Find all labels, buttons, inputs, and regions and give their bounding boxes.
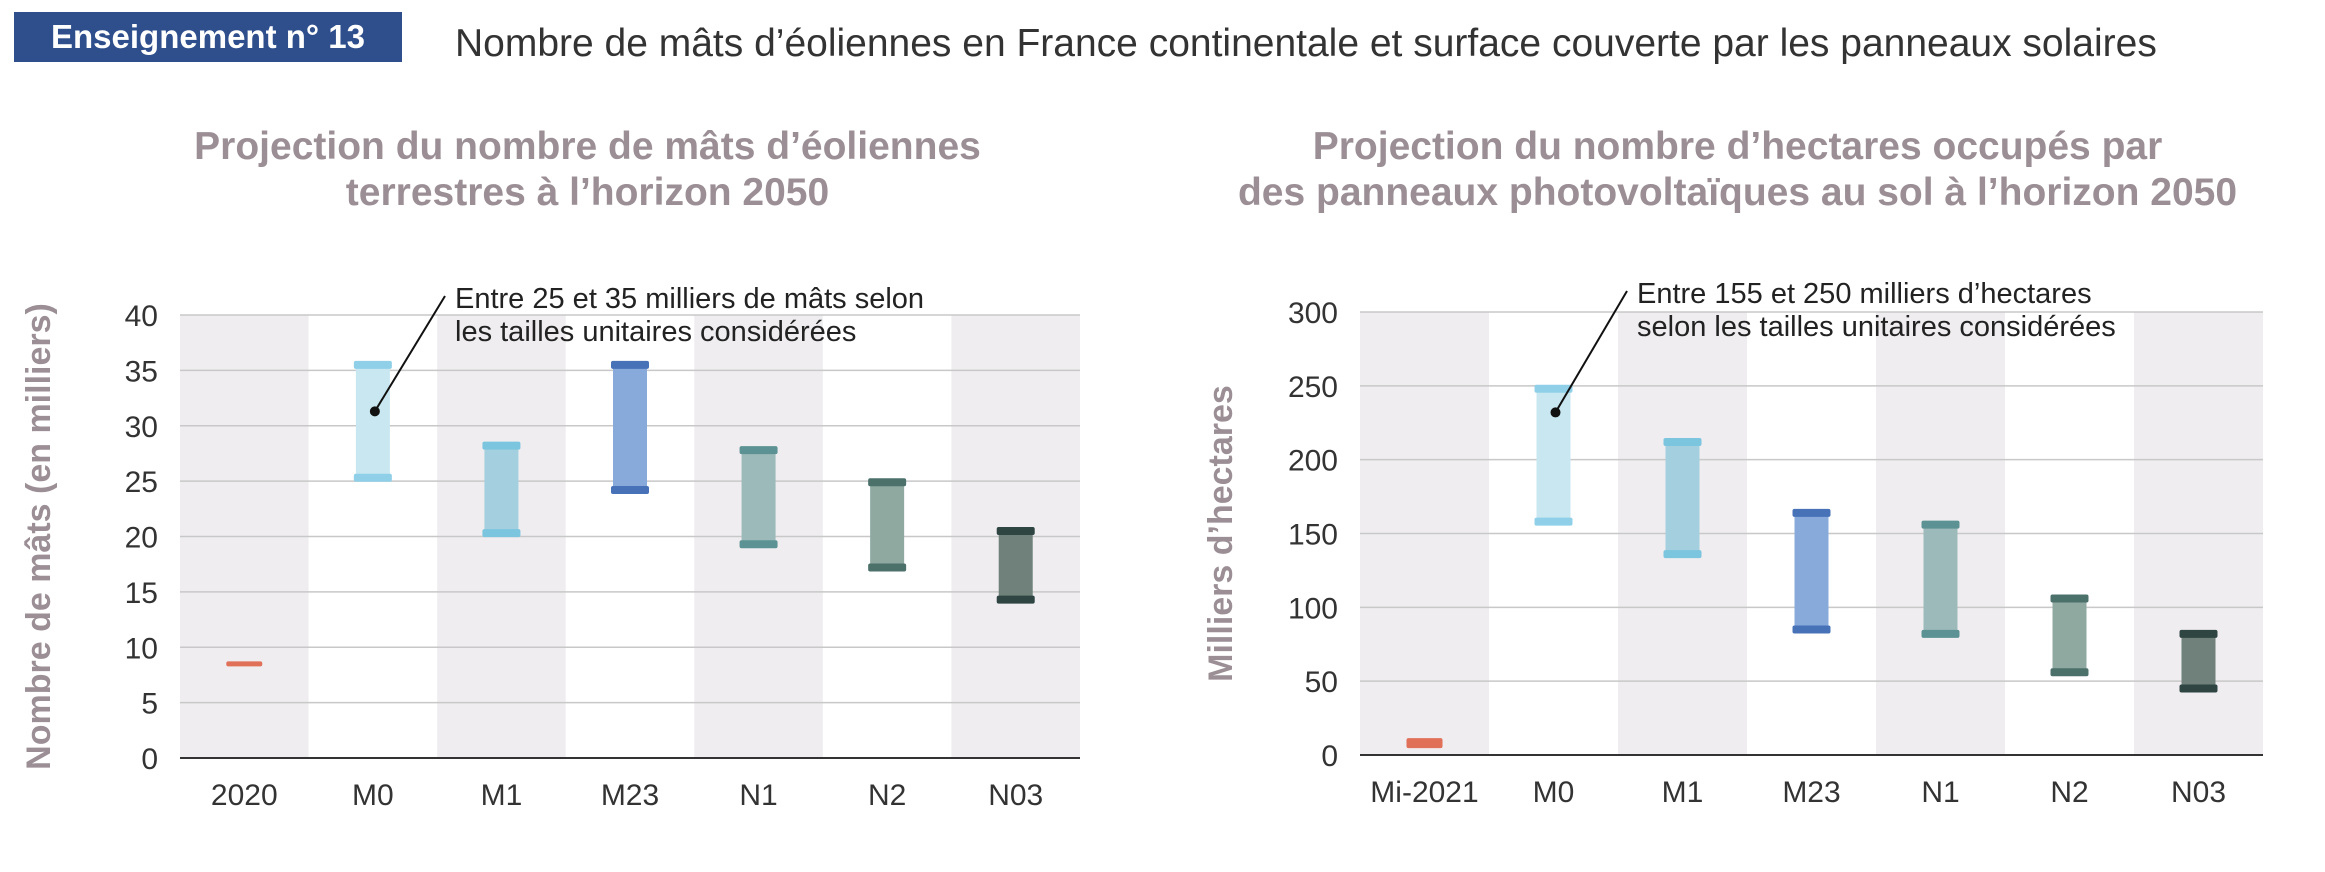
right-y-tick-label: 200 xyxy=(1288,445,1338,478)
left-chart-title-line1: Projection du nombre de mâts d’éoliennes xyxy=(194,125,981,168)
right-annotation-line1: Entre 155 et 250 milliers d’hectares xyxy=(1637,278,2092,310)
right-y-tick-label: 250 xyxy=(1288,371,1338,404)
right-range-bar-m23 xyxy=(1794,512,1829,630)
left-historical-marker xyxy=(226,661,263,667)
left-range-cap-high-n1 xyxy=(739,446,778,455)
right-range-bar-n2 xyxy=(2052,598,2087,673)
right-range-bar-n1 xyxy=(1923,524,1958,634)
left-y-tick-label: 25 xyxy=(125,466,158,499)
left-range-cap-low-m23 xyxy=(611,485,649,494)
left-x-tick-label: N2 xyxy=(868,779,906,812)
lesson-badge: Enseignement n° 13 xyxy=(14,12,402,62)
right-y-axis-label: Milliers d’hectares xyxy=(1202,385,1240,682)
left-chart-title: Projection du nombre de mâts d’éoliennes… xyxy=(60,124,1115,216)
left-x-tick-label: M23 xyxy=(601,779,659,812)
right-y-tick-label: 300 xyxy=(1288,297,1338,330)
right-range-cap-low-n03 xyxy=(2179,684,2218,693)
right-range-bar-n03 xyxy=(2181,633,2216,689)
right-range-cap-high-m1 xyxy=(1663,437,1702,446)
left-annotation-leader xyxy=(374,295,446,412)
right-x-tick-label: N1 xyxy=(1921,776,1959,809)
right-x-tick-label: Mi-2021 xyxy=(1370,776,1478,809)
left-range-bar-n2 xyxy=(870,482,905,568)
right-x-tick-label: M23 xyxy=(1782,776,1840,809)
left-range-cap-high-n03 xyxy=(996,526,1035,535)
left-y-tick-label: 10 xyxy=(125,632,158,665)
left-range-bar-m23 xyxy=(613,364,647,490)
left-y-tick-label: 30 xyxy=(125,411,158,444)
right-chart-title-line2: des panneaux photovoltaïques au sol à l’… xyxy=(1237,171,2238,214)
left-annotation-line1: Entre 25 et 35 milliers de mâts selon xyxy=(455,283,924,315)
right-range-cap-high-n1 xyxy=(1921,520,1960,529)
right-chart-title-line1: Projection du nombre d’hectares occupés … xyxy=(1312,125,2163,168)
right-y-tick-label: 50 xyxy=(1305,666,1338,699)
right-x-tick-label: N2 xyxy=(2050,776,2088,809)
left-x-tick-label: M1 xyxy=(481,779,523,812)
right-range-cap-low-m23 xyxy=(1792,625,1831,634)
right-annotation-leader xyxy=(1554,290,1628,413)
wind-masts-chart: 0 5 10 15 20 25 30 35 40 2020 M0 M1 M23 N1 N2 N03 Nombre… xyxy=(20,283,1080,812)
left-annotation-line2: les tailles unitaires considérées xyxy=(455,316,856,348)
right-range-bar-m1 xyxy=(1665,441,1700,555)
right-annotation-dot xyxy=(1550,407,1561,418)
right-range-cap-low-m0 xyxy=(1534,517,1573,526)
left-range-cap-low-n03 xyxy=(996,595,1035,604)
left-range-cap-high-m1 xyxy=(482,441,521,450)
right-chart-title: Projection du nombre d’hectares occupés … xyxy=(1150,124,2325,216)
right-x-tick-label: N03 xyxy=(2171,776,2226,809)
right-range-cap-high-m23 xyxy=(1792,508,1831,517)
right-range-cap-high-n2 xyxy=(2050,594,2089,603)
left-y-tick-label: 5 xyxy=(141,688,158,721)
left-annotation-dot xyxy=(369,406,380,417)
left-range-cap-high-n2 xyxy=(868,478,907,487)
left-chart-title-line2: terrestres à l’horizon 2050 xyxy=(345,171,830,214)
right-range-cap-high-n03 xyxy=(2179,629,2218,638)
right-historical-marker xyxy=(1406,738,1443,749)
left-range-bar-n1 xyxy=(741,450,776,545)
left-range-cap-high-m23 xyxy=(611,360,649,369)
left-range-cap-high-m0 xyxy=(353,360,392,369)
right-annotation-line2: selon les tailles unitaires considérées xyxy=(1637,311,2116,343)
left-range-cap-low-m0 xyxy=(353,473,392,482)
left-y-tick-label: 15 xyxy=(125,577,158,610)
left-x-tick-label: N03 xyxy=(988,779,1043,812)
left-y-tick-label: 35 xyxy=(125,355,158,388)
left-y-tick-label: 20 xyxy=(125,522,158,555)
right-x-tick-label: M1 xyxy=(1662,776,1704,809)
right-range-cap-high-m0 xyxy=(1534,384,1573,393)
left-y-tick-label: 40 xyxy=(125,300,158,333)
left-y-tick-label: 0 xyxy=(141,743,158,776)
left-x-tick-label: 2020 xyxy=(211,779,278,812)
right-y-tick-label: 100 xyxy=(1288,592,1338,625)
right-y-tick-label: 150 xyxy=(1288,519,1338,552)
left-range-bar-m1 xyxy=(484,445,519,534)
right-range-cap-low-n2 xyxy=(2050,668,2089,677)
right-x-tick-label: M0 xyxy=(1533,776,1575,809)
left-x-tick-label: N1 xyxy=(739,779,777,812)
left-range-bar-m0 xyxy=(355,364,390,478)
left-x-tick-label: M0 xyxy=(352,779,394,812)
right-range-cap-low-m1 xyxy=(1663,550,1702,559)
left-range-cap-low-n1 xyxy=(739,540,778,549)
left-range-cap-low-n2 xyxy=(868,563,907,572)
page-title: Nombre de mâts d’éoliennes en France con… xyxy=(455,22,2157,65)
right-y-tick-label: 0 xyxy=(1321,740,1338,773)
left-range-cap-low-m1 xyxy=(482,529,521,538)
left-range-bar-n03 xyxy=(998,530,1033,600)
left-y-axis-label: Nombre de mâts (en milliers) xyxy=(20,303,58,770)
right-range-cap-low-n1 xyxy=(1921,629,1960,638)
